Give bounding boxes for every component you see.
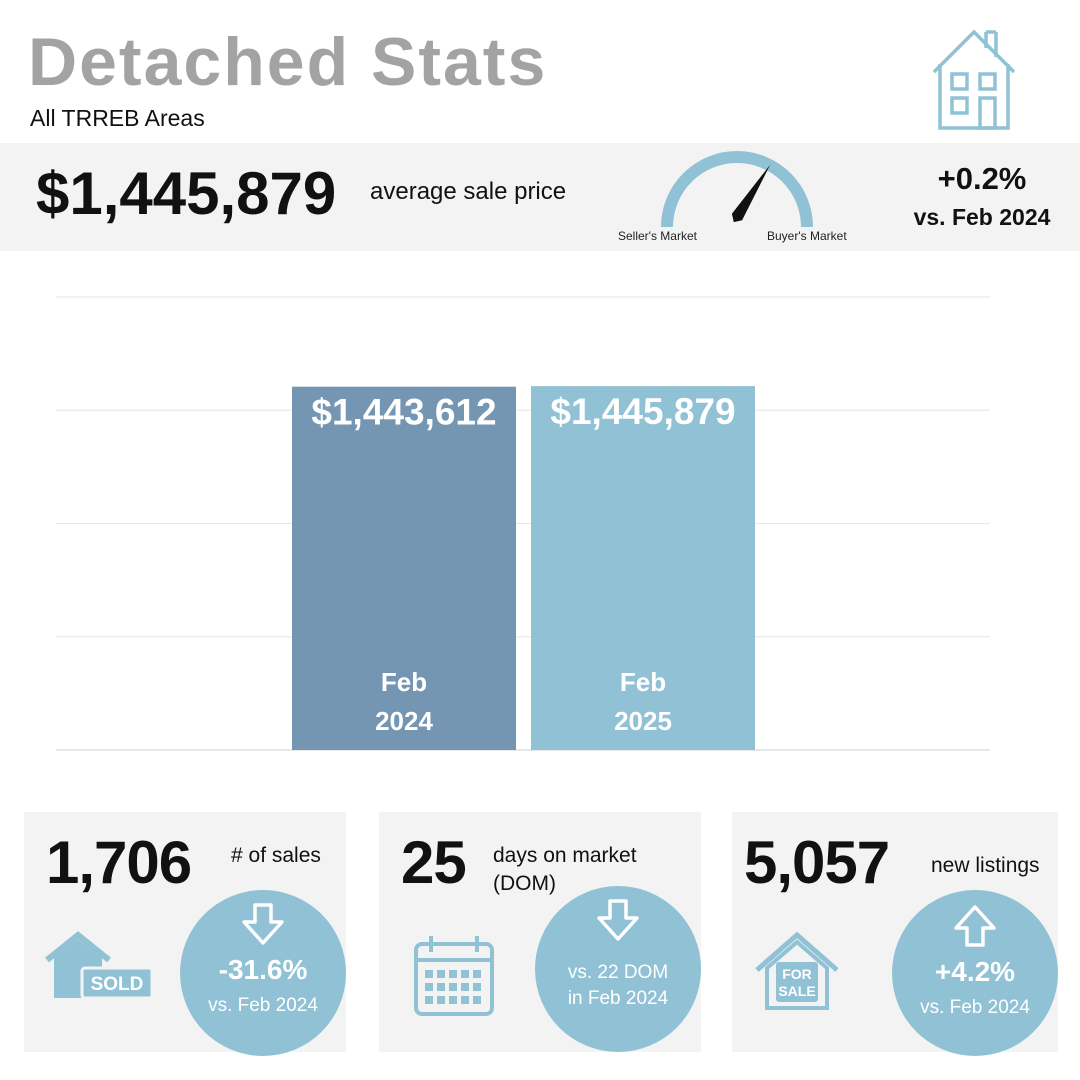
for-sale-house-icon: FOR SALE <box>755 931 839 1010</box>
dom-change-circle: vs. 22 DOM in Feb 2024 <box>535 886 701 1052</box>
dom-label-line2: (DOM) <box>493 872 556 896</box>
gauge-arc <box>661 151 813 228</box>
listings-change: +4.2% <box>934 956 1016 987</box>
sales-change: -31.6% <box>218 954 308 985</box>
chart-bar <box>292 386 516 750</box>
dom-count: 25 <box>401 829 467 896</box>
price-comparison-chart: $1,443,612 Feb 2024 $1,445,879 Feb 2025 <box>56 296 990 751</box>
sales-change-label: vs. Feb 2024 <box>208 995 318 1016</box>
chart-bar <box>531 386 755 750</box>
listings-label: new listings <box>931 854 1040 877</box>
chart-category-label: Feb <box>620 667 666 697</box>
sold-house-icon: SOLD <box>45 931 154 1000</box>
chart-value-label: $1,443,612 <box>311 392 496 433</box>
for-sale-text-line1: FOR <box>782 966 812 982</box>
arrow-up-icon <box>954 905 996 947</box>
price-summary-band: $1,445,879 average sale price Seller's M… <box>0 143 1080 251</box>
market-gauge <box>661 151 813 228</box>
page-subtitle: All TRREB Areas <box>30 105 205 131</box>
sales-count: 1,706 <box>46 829 192 896</box>
dom-label-line1: days on market <box>493 844 637 867</box>
for-sale-text-line2: SALE <box>778 983 815 999</box>
chart-category-label: 2024 <box>375 706 433 736</box>
price-change: +0.2% <box>937 161 1027 196</box>
listings-card: 5,057 new listings FOR SALE +4.2% vs. Fe… <box>732 812 1058 1056</box>
dom-compare-line2: in Feb 2024 <box>567 988 669 1009</box>
price-change-label: vs. Feb 2024 <box>913 204 1051 230</box>
gauge-buyer-label: Buyer's Market <box>767 229 847 243</box>
dom-compare-line1: vs. 22 DOM <box>567 962 669 983</box>
listings-change-circle: +4.2% vs. Feb 2024 <box>892 890 1058 1056</box>
chart-category-label: Feb <box>381 667 427 697</box>
sales-change-circle: -31.6% vs. Feb 2024 <box>180 890 346 1056</box>
average-sale-price: $1,445,879 <box>36 160 337 227</box>
house-icon <box>932 29 1016 130</box>
chart-category-label: 2025 <box>614 706 672 736</box>
sales-card: 1,706 # of sales SOLD -31.6% vs. Feb 202… <box>24 812 346 1056</box>
gauge-seller-label: Seller's Market <box>618 229 697 243</box>
calendar-icon <box>414 936 494 1016</box>
chart-value-label: $1,445,879 <box>550 391 735 432</box>
average-sale-price-label: average sale price <box>370 178 567 205</box>
gauge-needle <box>731 164 771 223</box>
sales-label: # of sales <box>231 844 321 867</box>
dom-label: days on market (DOM) <box>493 842 637 899</box>
dom-card: 25 days on market (DOM) vs. 22 DOM in Fe… <box>379 812 701 1052</box>
arrow-down-icon <box>597 899 639 941</box>
listings-change-label: vs. Feb 2024 <box>920 997 1030 1018</box>
svg-text:SOLD: SOLD <box>91 974 144 995</box>
arrow-down-icon <box>242 903 284 945</box>
listings-count: 5,057 <box>744 829 890 896</box>
page-title: Detached Stats <box>28 24 548 100</box>
